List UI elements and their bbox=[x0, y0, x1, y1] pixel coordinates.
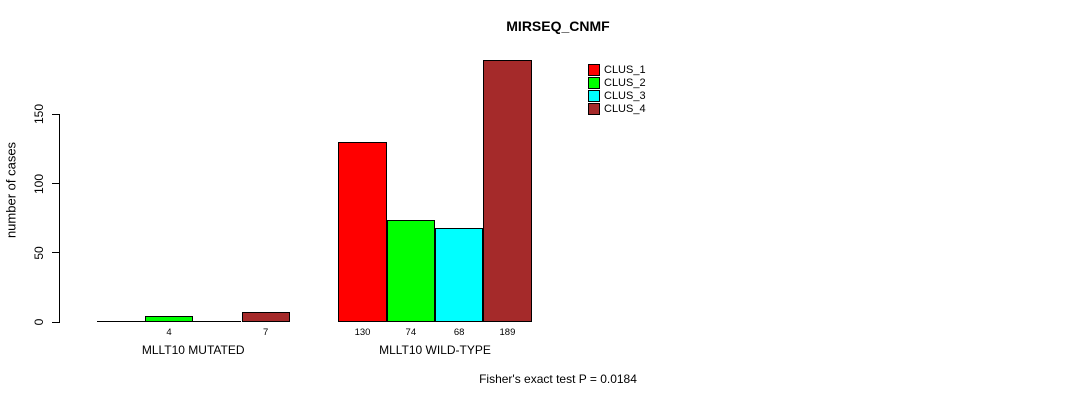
legend-label-clus_2: CLUS_2 bbox=[604, 77, 646, 89]
bar-clus_1-wild-type bbox=[338, 141, 387, 322]
legend-swatch-clus_3 bbox=[588, 90, 600, 102]
y-axis-tick bbox=[52, 183, 59, 185]
y-axis-tick-label: 0 bbox=[32, 318, 46, 326]
y-axis-tick bbox=[52, 321, 59, 323]
y-axis-tick-label: 50 bbox=[32, 246, 46, 260]
bar-value-label: 130 bbox=[354, 327, 371, 338]
bar-value-label: 74 bbox=[405, 327, 417, 338]
x-axis-group-label: MLLT10 WILD-TYPE bbox=[379, 343, 491, 357]
legend-label-clus_3: CLUS_3 bbox=[604, 90, 646, 102]
legend-swatch-clus_4 bbox=[588, 103, 600, 115]
bar-clus_3-wild-type bbox=[435, 227, 484, 322]
bar-clus_4-wild-type bbox=[483, 60, 532, 322]
chart-title: MIRSEQ_CNMF bbox=[506, 18, 610, 34]
y-axis-tick bbox=[52, 252, 59, 254]
bar-clus_4-mutated bbox=[241, 312, 290, 322]
x-axis-group-label: MLLT10 MUTATED bbox=[141, 343, 245, 357]
annotation-text: Fisher's exact test P = 0.0184 bbox=[479, 372, 637, 386]
legend-swatch-clus_1 bbox=[588, 64, 600, 76]
y-axis-tick bbox=[52, 113, 59, 115]
legend-swatch-clus_2 bbox=[588, 77, 600, 89]
zero-bar-clus_1-mutated bbox=[96, 321, 145, 322]
bar-value-label: 68 bbox=[453, 327, 465, 338]
bar-clus_2-wild-type bbox=[386, 219, 435, 322]
bar-clus_2-mutated bbox=[144, 316, 194, 322]
bar-value-label: 7 bbox=[262, 327, 269, 338]
bar-value-label: 189 bbox=[499, 327, 516, 338]
y-axis-label: number of cases bbox=[3, 141, 19, 239]
legend-label-clus_1: CLUS_1 bbox=[604, 64, 646, 76]
y-axis-line bbox=[59, 114, 60, 323]
y-axis-tick-label: 150 bbox=[32, 104, 46, 125]
legend-label-clus_4: CLUS_4 bbox=[604, 103, 646, 115]
bar-value-label: 4 bbox=[166, 327, 172, 338]
y-axis-tick-label: 100 bbox=[32, 173, 46, 194]
zero-bar-clus_3-mutated bbox=[193, 321, 242, 322]
